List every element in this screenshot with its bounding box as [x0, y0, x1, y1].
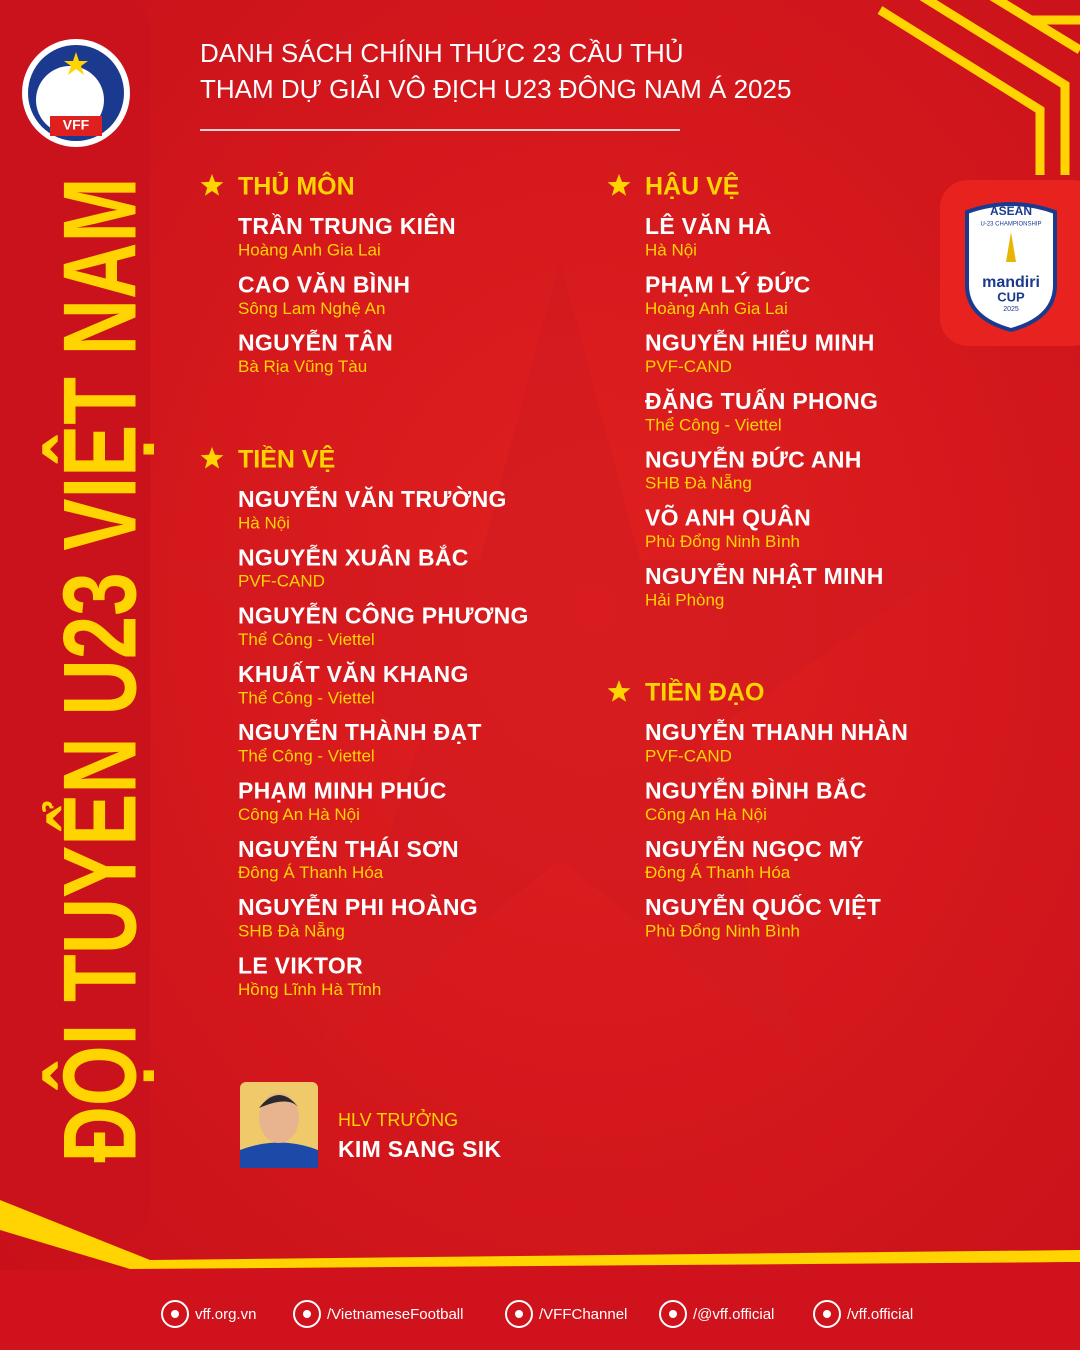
- vff-logo: VFF: [22, 39, 130, 147]
- title-line: DANH SÁCH CHÍNH THỨC 23 CẦU THỦ: [200, 37, 684, 68]
- player-name: PHẠM LÝ ĐỨC: [645, 270, 811, 297]
- section-star: [200, 174, 224, 196]
- social-icon-dot: [303, 1310, 311, 1318]
- player-club: Thể Công - Viettel: [238, 630, 375, 649]
- social-icon: [161, 1300, 189, 1328]
- player-club: PVF-CAND: [238, 572, 325, 591]
- badge-text: CUP: [997, 289, 1025, 304]
- player-name: NGUYỄN ĐÌNH BẮC: [645, 775, 867, 803]
- bottom-stripe: [0, 1200, 1080, 1275]
- player-name: NGUYỄN NHẬT MINH: [645, 561, 884, 589]
- player-club: Phù Đổng Ninh Bình: [645, 921, 800, 940]
- player-club: Hoàng Anh Gia Lai: [238, 240, 381, 259]
- section-heading: TIỀN ĐẠO: [645, 678, 764, 707]
- section-heading: THỦ MÔN: [238, 171, 355, 201]
- player-club: PVF-CAND: [645, 747, 732, 766]
- section-heading: TIỀN VỆ: [238, 444, 335, 474]
- player-name: NGUYỄN XUÂN BẮC: [238, 542, 469, 570]
- player-name: TRẦN TRUNG KIÊN: [238, 212, 456, 239]
- player-name: NGUYỄN NGỌC MỸ: [645, 834, 864, 862]
- social-icon: [813, 1300, 841, 1328]
- player-club: Hà Nội: [238, 513, 290, 532]
- coach-name: KIM SANG SIK: [338, 1136, 501, 1162]
- player-club: Sông Lam Nghệ An: [238, 299, 385, 318]
- player-name: NGUYỄN CÔNG PHƯƠNG: [238, 601, 529, 629]
- social-text: /VietnameseFootball: [327, 1306, 463, 1323]
- player-club: SHB Đà Nẵng: [645, 474, 752, 493]
- player-name: NGUYỄN ĐỨC ANH: [645, 444, 862, 472]
- player-club: Đông Á Thanh Hóa: [645, 863, 791, 882]
- social-icon-dot: [171, 1310, 179, 1318]
- footer-bg: [0, 1262, 1080, 1350]
- logo-text: VFF: [63, 117, 90, 133]
- player-club: Thể Công - Viettel: [238, 688, 375, 707]
- player-club: Hà Nội: [645, 240, 697, 259]
- player-name: NGUYỄN HIỂU MINH: [645, 328, 875, 356]
- player-name: LE VIKTOR: [238, 952, 363, 978]
- social-text: /VFFChannel: [539, 1306, 627, 1323]
- coach-role: HLV TRƯỞNG: [338, 1109, 458, 1130]
- player-club: Đông Á Thanh Hóa: [238, 863, 384, 882]
- section-star: [607, 174, 631, 196]
- player-club: Công An Hà Nội: [238, 805, 360, 824]
- player-club: PVF-CAND: [645, 357, 732, 376]
- player-name: NGUYỄN QUỐC VIỆT: [645, 892, 881, 920]
- player-club: Thể Công - Viettel: [645, 415, 782, 434]
- badge-text: mandiri: [982, 274, 1040, 291]
- player-club: Thể Công - Viettel: [238, 747, 375, 766]
- player-name: CAO VĂN BÌNH: [238, 270, 410, 297]
- social-icon: [505, 1300, 533, 1328]
- player-name: PHẠM MINH PHÚC: [238, 776, 447, 803]
- player-name: NGUYỄN PHI HOÀNG: [238, 892, 478, 920]
- player-name: NGUYỄN VĂN TRƯỜNG: [238, 484, 507, 512]
- player-club: Hoàng Anh Gia Lai: [645, 299, 788, 318]
- decor-stripes: [877, 0, 1080, 175]
- badge-text: ASEAN: [990, 204, 1032, 218]
- social-link: vff.org.vn: [161, 1300, 256, 1328]
- social-icon: [293, 1300, 321, 1328]
- social-link: /vff.official: [813, 1300, 913, 1328]
- vertical-title: ĐỘI TUYỂN U23 VIỆT NAM: [41, 178, 158, 1163]
- social-icon-dot: [669, 1310, 677, 1318]
- player-name: LÊ VĂN HÀ: [645, 212, 772, 239]
- social-icon-dot: [823, 1310, 831, 1318]
- coach-photo: [240, 1082, 318, 1168]
- social-link: /VietnameseFootball: [293, 1300, 463, 1328]
- badge-text: U-23 CHAMPIONSHIP: [980, 222, 1041, 228]
- section-heading: HẬU VỆ: [645, 171, 739, 201]
- player-club: Hồng Lĩnh Hà Tĩnh: [238, 980, 381, 999]
- social-text: /vff.official: [847, 1306, 913, 1323]
- player-name: VÕ ANH QUÂN: [645, 504, 811, 531]
- player-club: Phù Đổng Ninh Bình: [645, 532, 800, 551]
- player-name: NGUYỄN TÂN: [238, 328, 393, 356]
- player-name: NGUYỄN THÁI SƠN: [238, 834, 459, 862]
- side-panel: [0, 0, 150, 1240]
- section-star: [607, 680, 631, 702]
- social-text: /@vff.official: [693, 1306, 774, 1323]
- section-star: [200, 446, 224, 469]
- player-club: SHB Đà Nẵng: [238, 921, 345, 940]
- title-line: THAM DỰ GIẢI VÔ ĐỊCH U23 ĐÔNG NAM Á 2025: [200, 74, 791, 104]
- social-link: /@vff.official: [659, 1300, 774, 1328]
- player-name: KHUẤT VĂN KHANG: [238, 660, 469, 687]
- player-name: NGUYỄN THANH NHÀN: [645, 717, 908, 745]
- badge-text: 2025: [1003, 306, 1019, 313]
- background-star: [160, 260, 960, 1050]
- social-icon: [659, 1300, 687, 1328]
- tournament-badge: ASEAN U-23 CHAMPIONSHIP mandiri CUP 2025: [940, 180, 1080, 346]
- player-name: NGUYỄN THÀNH ĐẠT: [238, 717, 482, 745]
- footer: vff.org.vn/VietnameseFootball/VFFChannel…: [161, 1300, 913, 1328]
- social-icon-dot: [515, 1310, 523, 1318]
- player-club: Công An Hà Nội: [645, 805, 767, 824]
- player-club: Bà Rịa Vũng Tàu: [238, 357, 367, 376]
- player-club: Hải Phòng: [645, 590, 724, 609]
- social-text: vff.org.vn: [195, 1306, 256, 1323]
- player-name: ĐẶNG TUẤN PHONG: [645, 387, 878, 414]
- social-link: /VFFChannel: [505, 1300, 627, 1328]
